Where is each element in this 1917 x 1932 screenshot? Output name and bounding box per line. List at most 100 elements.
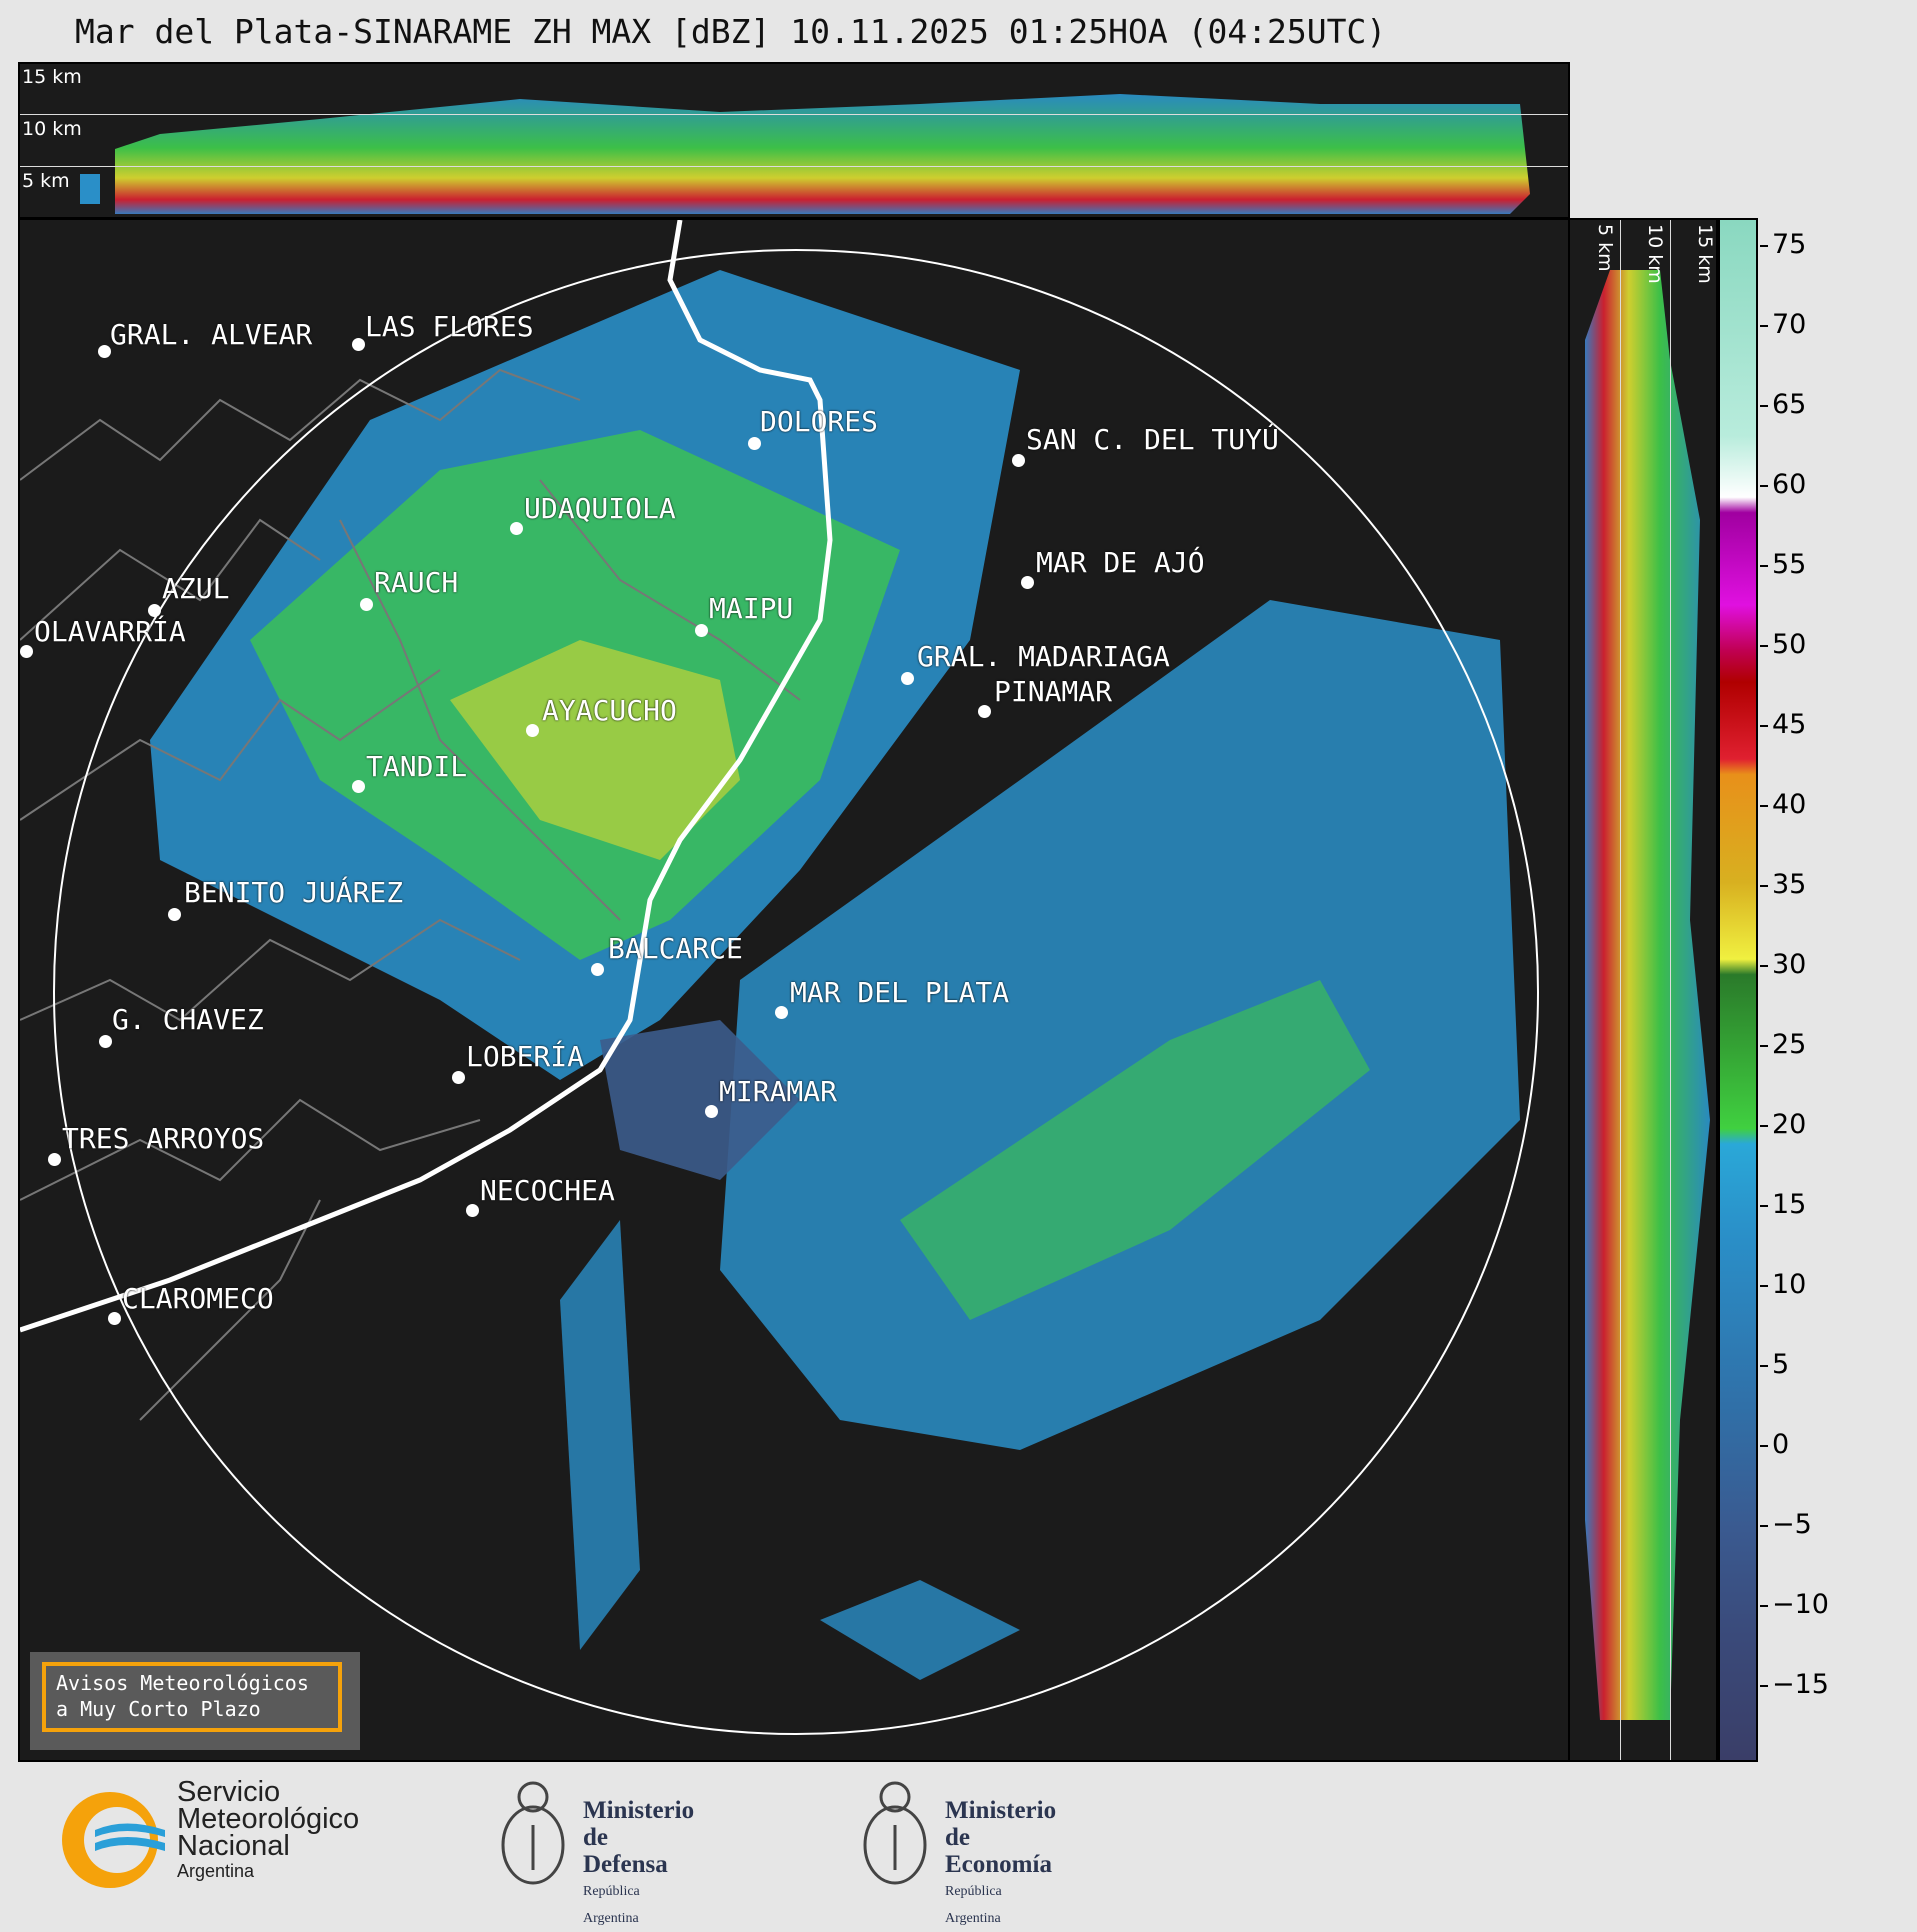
city-marker	[466, 1204, 479, 1217]
colorbar-tick-label: 20	[1772, 1109, 1807, 1140]
colorbar-tick	[1760, 1605, 1768, 1607]
radar-echo-layer	[20, 220, 1539, 1735]
colorbar-tick	[1760, 1285, 1768, 1287]
right-cross-section-echoes	[1585, 270, 1710, 1720]
city-label: MIRAMAR	[719, 1075, 838, 1108]
height-label-5km: 5 km	[22, 170, 70, 192]
map-title: Mar del Plata-SINARAME ZH MAX [dBZ] 10.1…	[75, 12, 1387, 51]
city-label: TANDIL	[366, 750, 468, 783]
economia-line2: de Economía	[945, 1824, 1052, 1878]
colorbar-tick-label: 25	[1772, 1029, 1807, 1060]
colorbar-tick-label: 40	[1772, 789, 1807, 820]
city-label: BALCARCE	[608, 932, 743, 965]
city-marker	[98, 345, 111, 358]
city-marker	[99, 1035, 112, 1048]
city-label: UDAQUIOLA	[524, 492, 676, 525]
city-marker	[168, 908, 181, 921]
colorbar-tick-label: −5	[1772, 1509, 1812, 1540]
city-marker	[1021, 576, 1034, 589]
colorbar-tick-label: 15	[1772, 1189, 1807, 1220]
colorbar-tick	[1760, 1685, 1768, 1687]
smn-line3: Nacional	[177, 1830, 290, 1862]
colorbar-tick-label: −15	[1772, 1669, 1829, 1700]
city-marker	[748, 437, 761, 450]
radar-map: GRAL. ALVEAR LAS FLORES DOLORES SAN C. D…	[18, 218, 1570, 1762]
city-marker	[108, 1312, 121, 1325]
colorbar-tick-label: 75	[1772, 229, 1807, 260]
argentina-coat-of-arms-icon	[501, 1781, 565, 1885]
city-label: GRAL. ALVEAR	[110, 318, 313, 351]
colorbar-tick	[1760, 245, 1768, 247]
city-marker	[526, 724, 539, 737]
city-label: BENITO JUÁREZ	[184, 876, 404, 909]
city-label: RAUCH	[374, 566, 459, 599]
colorbar	[1718, 218, 1758, 1762]
city-label: G. CHAVEZ	[112, 1003, 264, 1036]
top-cross-section-echoes	[80, 94, 1530, 214]
city-label: LAS FLORES	[365, 310, 534, 343]
colorbar-tick	[1760, 1445, 1768, 1447]
city-marker	[705, 1105, 718, 1118]
city-label: DOLORES	[760, 405, 879, 438]
smn-line1: Servicio	[177, 1776, 281, 1808]
smn-emblem-icon	[62, 1792, 165, 1888]
colorbar-tick	[1760, 325, 1768, 327]
colorbar-tick	[1760, 645, 1768, 647]
city-marker	[20, 645, 33, 658]
city-marker	[901, 672, 914, 685]
smn-line4: Argentina	[177, 1861, 255, 1881]
city-marker	[352, 780, 365, 793]
colorbar-tick	[1760, 965, 1768, 967]
colorbar-tick-label: 5	[1772, 1349, 1790, 1380]
city-label: TRES ARROYOS	[62, 1122, 265, 1155]
smn-line2: Meteorológico	[177, 1803, 360, 1835]
city-marker	[452, 1071, 465, 1084]
colorbar-tick	[1760, 1205, 1768, 1207]
city-label: MAR DEL PLATA	[790, 976, 1010, 1009]
colorbar-tick	[1760, 565, 1768, 567]
smn-logo: Servicio Meteorológico Nacional Argentin…	[55, 1778, 359, 1899]
city-marker	[775, 1006, 788, 1019]
colorbar-tick	[1760, 1525, 1768, 1527]
city-marker	[1012, 454, 1025, 467]
colorbar-tick-label: 45	[1772, 709, 1807, 740]
defensa-line2: de Defensa	[583, 1824, 668, 1878]
height-label-10km: 10 km	[22, 118, 82, 140]
city-label: MAR DE AJÓ	[1036, 546, 1205, 579]
city-label: GRAL. MADARIAGA	[917, 640, 1170, 673]
city-marker	[148, 604, 161, 617]
city-marker	[695, 624, 708, 637]
coastline	[20, 220, 833, 1333]
economia-logo: Ministerio de Economía República Argenti…	[855, 1775, 1056, 1926]
top-cross-section: 15 km 10 km 5 km	[18, 62, 1570, 219]
defensa-line3: República Argentina	[583, 1884, 640, 1926]
colorbar-tick-label: 0	[1772, 1429, 1790, 1460]
colorbar-tick	[1760, 1365, 1768, 1367]
city-label: OLAVARRÍA	[34, 615, 186, 648]
colorbar-tick	[1760, 725, 1768, 727]
avisos-button[interactable]: Avisos Meteorológicos a Muy Corto Plazo	[30, 1652, 360, 1750]
colorbar-tick-label: 30	[1772, 949, 1807, 980]
height-label-15km: 15 km	[22, 66, 82, 88]
district-borders	[20, 368, 801, 1421]
colorbar-tick	[1760, 485, 1768, 487]
defensa-logo: Ministerio de Defensa República Argentin…	[493, 1775, 694, 1926]
city-label: MAIPU	[709, 592, 794, 625]
defensa-line1: Ministerio	[583, 1797, 695, 1824]
height-label-15km: 15 km	[1694, 224, 1716, 284]
economia-line3: República Argentina	[945, 1884, 1002, 1926]
city-marker	[510, 522, 523, 535]
height-label-10km: 10 km	[1644, 224, 1666, 284]
height-label-5km: 5 km	[1594, 224, 1616, 272]
colorbar-tick-label: 55	[1772, 549, 1807, 580]
city-marker	[978, 705, 991, 718]
city-marker	[48, 1153, 61, 1166]
avisos-line2: a Muy Corto Plazo	[56, 1697, 261, 1721]
city-label: LOBERÍA	[466, 1040, 585, 1073]
economia-line1: Ministerio	[945, 1797, 1057, 1824]
city-marker	[591, 963, 604, 976]
colorbar-tick-label: 35	[1772, 869, 1807, 900]
right-cross-section: 5 km 10 km 15 km	[1568, 218, 1718, 1762]
colorbar-tick	[1760, 405, 1768, 407]
avisos-line1: Avisos Meteorológicos	[56, 1671, 309, 1695]
